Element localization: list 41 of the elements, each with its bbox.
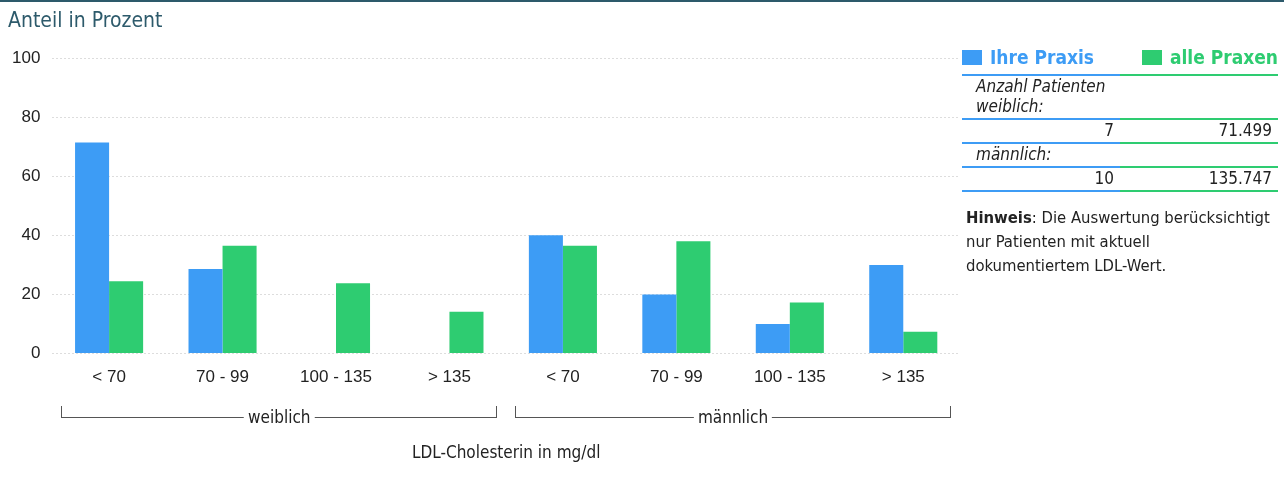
text: 7: [1103, 119, 1115, 142]
y-tick-label: 60: [21, 165, 41, 185]
legend-label: alle Praxen: [1168, 46, 1278, 68]
bar: [642, 294, 677, 354]
text: 10: [1093, 167, 1115, 190]
x-tick-label: 100 - 135: [753, 367, 826, 387]
legend-label: Ihre Praxis: [989, 46, 1095, 68]
bar: [528, 235, 563, 354]
x-axis-title: LDL-Cholesterin in mg/dl: [411, 441, 601, 462]
bar: [789, 302, 824, 354]
text: Hinweis: Die Auswertung berücksichtigt nur Patienten mit aktuell dokumentiertem LDL-Wert.: [965, 207, 1271, 277]
bar: [755, 324, 790, 354]
text: Anzahl Patienten weiblich:: [974, 75, 1107, 118]
y-tick-label: 0: [30, 343, 41, 363]
text: männlich:: [975, 143, 1053, 166]
bar: [336, 283, 371, 354]
y-tick-label: 100: [11, 47, 41, 67]
text: männlich: [693, 406, 773, 427]
text: weiblich: [244, 406, 315, 427]
bar: [449, 311, 484, 354]
x-tick-label: < 70: [92, 367, 126, 387]
x-tick-label: 70 - 99: [196, 367, 250, 387]
bar: [222, 245, 257, 354]
bar: [75, 142, 110, 354]
text: 71.499: [1217, 119, 1273, 142]
bar: [188, 269, 223, 354]
bar: [903, 331, 938, 354]
x-tick-label: > 135: [881, 367, 925, 387]
y-tick-label: 20: [21, 284, 41, 304]
x-tick-label: 100 - 135: [300, 367, 372, 387]
bar: [562, 245, 597, 354]
chart-title: Anteil in Prozent: [8, 8, 163, 32]
y-tick-label: 40: [21, 225, 41, 245]
bar: [676, 241, 711, 354]
x-tick-label: > 135: [427, 367, 471, 387]
bar: [869, 264, 904, 354]
bar: [109, 281, 144, 354]
x-tick-label: < 70: [546, 367, 580, 387]
text: 135.747: [1207, 167, 1273, 190]
x-tick-label: 70 - 99: [649, 367, 703, 387]
y-tick-label: 80: [21, 106, 41, 126]
